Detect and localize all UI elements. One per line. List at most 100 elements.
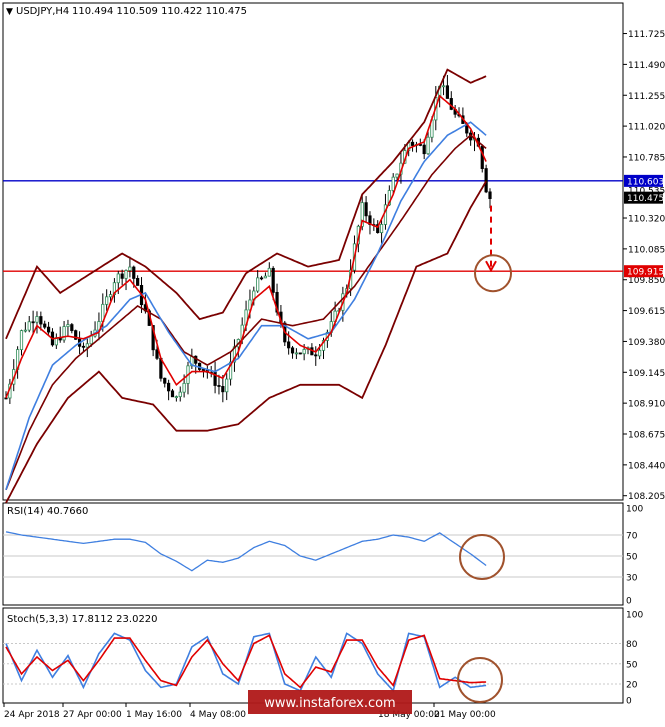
candle-body <box>221 386 225 393</box>
current-price-label-bg <box>624 191 663 204</box>
candle-body <box>27 321 31 331</box>
candle-body <box>298 352 302 355</box>
stoch-layer <box>3 632 623 703</box>
candle-body <box>302 349 306 355</box>
candle-body <box>360 202 364 227</box>
candle-body <box>422 144 426 155</box>
candle-body <box>484 168 488 193</box>
candle-body <box>19 330 24 350</box>
candle-body <box>39 316 43 325</box>
current-price-label: 110.475 <box>627 194 664 204</box>
rsi-tick-label: 70 <box>626 532 638 542</box>
time-tick-label: 18 May 00:00 <box>378 710 440 720</box>
price-tick-label: 108.440 <box>628 461 665 471</box>
candle-body <box>120 273 124 279</box>
watermark: www.instaforex.com <box>248 690 412 714</box>
candle-body <box>74 330 78 340</box>
candle-body <box>426 136 430 155</box>
candle-body <box>46 326 51 333</box>
rsi-tick-label: 30 <box>626 574 638 584</box>
rsi-title: RSI(14) 40.7660 <box>7 506 88 517</box>
stoch-tick-label: 20 <box>626 681 638 691</box>
candle-body <box>163 377 167 384</box>
price-tick-label: 109.615 <box>628 307 665 317</box>
candle-body <box>263 275 268 279</box>
time-tick-label: 27 Apr 00:00 <box>63 710 122 720</box>
level-label-bg-0 <box>624 174 663 187</box>
candle-body <box>182 382 186 393</box>
candle-body <box>201 369 206 371</box>
candle-body <box>225 378 229 393</box>
watermark-text: www.instaforex.com <box>264 696 395 711</box>
candle-body <box>387 190 391 206</box>
candle-body <box>174 396 178 398</box>
stoch-tick-label: 50 <box>626 660 638 670</box>
candle-body <box>136 278 140 286</box>
rsi-tick-label: 0 <box>626 597 632 607</box>
candle-body <box>271 267 275 293</box>
level-label-0: 110.603 <box>627 177 664 187</box>
candle-body <box>4 397 8 400</box>
candle-body <box>66 324 70 327</box>
candle-body <box>314 354 318 357</box>
time-tick-label: 4 May 08:00 <box>190 710 246 720</box>
candle-body <box>395 173 399 178</box>
price-panel-frame <box>2 2 624 501</box>
stoch-tick-label: 80 <box>626 640 638 650</box>
candle-body <box>376 224 380 234</box>
ema-slow-line <box>5 121 487 491</box>
price-tick-label: 111.255 <box>628 92 665 102</box>
rsi-tick-label: 100 <box>626 505 643 515</box>
stoch-circle <box>457 657 503 703</box>
stoch-tick-label: 100 <box>626 611 643 621</box>
candle-body <box>43 323 47 328</box>
candle-body <box>81 345 86 348</box>
price-tick-label: 110.785 <box>628 153 665 163</box>
candle-body <box>62 326 66 341</box>
candle-body <box>287 341 291 349</box>
price-tick-label: 108.910 <box>628 400 665 410</box>
candle-body <box>259 277 264 280</box>
candle-body <box>116 273 120 284</box>
price-tick-label: 110.085 <box>628 245 665 255</box>
projection-arrow-head <box>485 260 497 273</box>
candle-body <box>151 325 155 351</box>
candle-body <box>418 144 422 146</box>
symbol-label: USDJPY,H4 <box>16 6 69 17</box>
corner-triangle-icon: ▼ <box>6 7 13 17</box>
ema-fast-line <box>5 94 487 399</box>
candle-body <box>178 391 182 397</box>
price-tick-label: 111.020 <box>628 123 665 133</box>
candle-body <box>85 343 89 348</box>
price-tick-label: 110.320 <box>628 215 665 225</box>
candle-body <box>391 176 395 191</box>
rsi-circle <box>459 534 505 580</box>
candle-body <box>105 296 109 305</box>
rsi-tick-label: 50 <box>626 553 638 563</box>
rsi-layer <box>3 531 623 580</box>
stoch-tick-label: 0 <box>626 697 632 707</box>
rsi-panel-frame <box>2 502 624 606</box>
candle-body <box>294 352 299 355</box>
candle-body <box>170 390 175 398</box>
ohlc-label: 110.494 110.509 110.422 110.475 <box>72 6 247 17</box>
stoch-title: Stoch(5,3,3) 17.8112 23.0220 <box>7 614 158 625</box>
candle-body <box>445 85 450 99</box>
level-label-bg-1 <box>624 265 663 278</box>
price-layer <box>3 68 623 504</box>
candle-body <box>108 294 113 298</box>
candle-body <box>379 224 384 234</box>
time-tick-label: 1 May 16:00 <box>126 710 182 720</box>
candle-body <box>70 324 74 332</box>
candle-body <box>318 349 322 357</box>
bollinger-upper-line <box>5 68 487 340</box>
candle-body <box>128 266 132 271</box>
candle-body <box>321 340 326 351</box>
price-tick-label: 111.725 <box>628 30 665 40</box>
candle-body <box>267 267 271 277</box>
target-circle <box>474 254 512 293</box>
hidden-price-label: 110.535 <box>628 186 665 196</box>
candle-body <box>410 141 415 146</box>
